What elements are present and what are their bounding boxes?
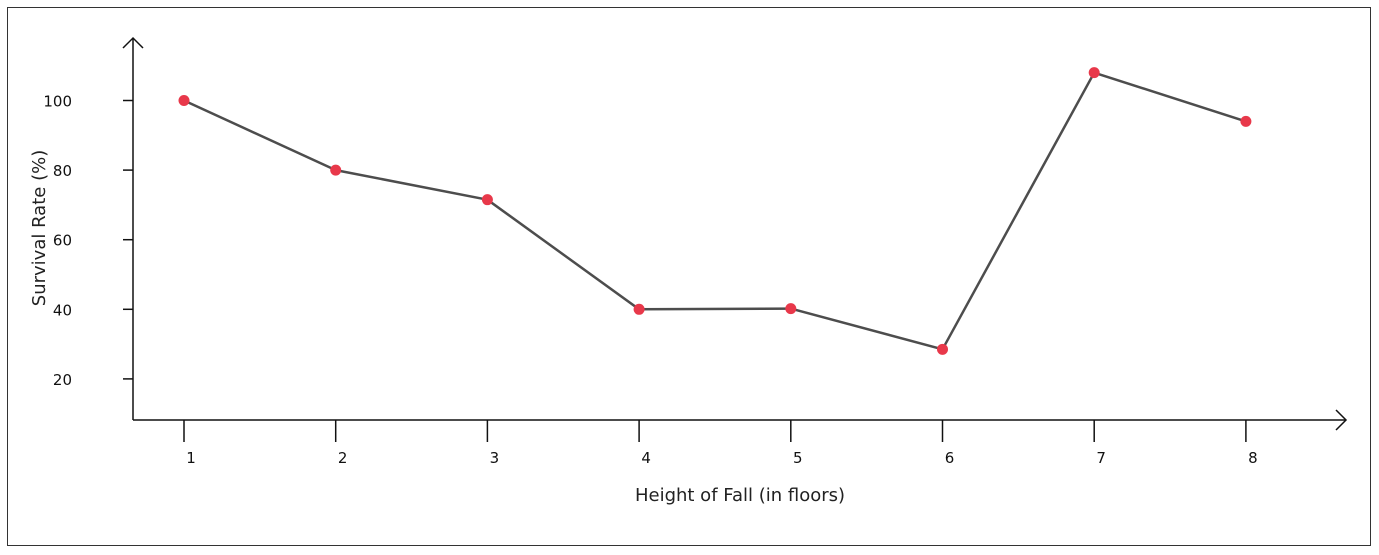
x-tick-label: 4 (641, 449, 651, 467)
axes (122, 36, 1348, 431)
y-tick-label: 100 (43, 93, 72, 111)
series-layer (178, 67, 1252, 355)
y-axis-title: Survival Rate (%) (29, 150, 50, 306)
x-tick-label: 3 (490, 449, 500, 467)
x-axis-title: Height of Fall (in floors) (635, 485, 845, 506)
data-point (330, 164, 342, 176)
data-point (633, 303, 645, 315)
y-tick-label: 60 (53, 232, 72, 250)
y-ticks: 20 40 60 80 100 (43, 93, 133, 389)
y-axis-arrow (122, 36, 144, 49)
data-point (785, 303, 797, 315)
y-tick-label: 40 (53, 301, 72, 319)
data-point (937, 343, 948, 355)
x-tick-label: 6 (945, 449, 955, 467)
x-tick-label: 1 (186, 449, 196, 467)
series-line (183, 71, 1247, 351)
data-point (1088, 67, 1100, 79)
data-point (1240, 115, 1252, 127)
x-axis-arrow (1335, 409, 1348, 431)
chart-frame (7, 7, 1371, 546)
y-tick-label: 20 (53, 371, 72, 389)
data-point (481, 194, 493, 206)
x-tick-label: 2 (338, 449, 348, 467)
x-tick-label: 5 (793, 449, 803, 467)
y-tick-label: 80 (53, 162, 72, 180)
x-tick-label: 7 (1096, 449, 1106, 467)
x-tick-label: 8 (1248, 449, 1258, 467)
data-point (178, 95, 190, 106)
x-ticks: 1 2 3 4 5 6 7 8 (183, 420, 1258, 467)
